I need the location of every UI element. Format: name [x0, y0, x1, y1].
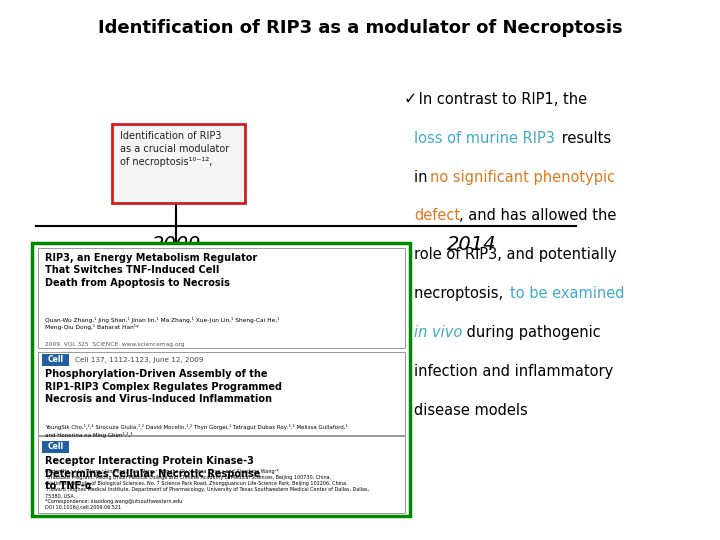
Text: Cell 137, 1112-1123, June 12, 2009: Cell 137, 1112-1123, June 12, 2009 — [75, 356, 203, 363]
Bar — [38, 436, 405, 513]
Text: Receptor Interacting Protein Kinase-3
Determines Cellular Necrotic Response
to T: Receptor Interacting Protein Kinase-3 De… — [45, 456, 261, 491]
Text: Cell: Cell — [48, 355, 63, 364]
Text: disease models: disease models — [414, 403, 528, 418]
Text: to be examined: to be examined — [510, 286, 625, 301]
Text: in: in — [414, 170, 432, 185]
Text: loss of murine RIP3: loss of murine RIP3 — [414, 131, 555, 146]
Text: no significant phenotypic: no significant phenotypic — [430, 170, 615, 185]
Text: 2009  VOL 325  SCIENCE  www.sciencemag.org: 2009 VOL 325 SCIENCE www.sciencemag.org — [45, 342, 185, 347]
Text: Identification of RIP3
as a crucial modulator
of necroptosis¹⁰⁻¹²,: Identification of RIP3 as a crucial modu… — [120, 131, 230, 167]
Text: Gudan He,¹,² Lei Wang,² Lin Miao,¹ Tao Wang,² Fomaho Ou,¹ Lioina Zhao,² and Xiao: Gudan He,¹,² Lei Wang,² Lin Miao,¹ Tao W… — [45, 469, 369, 510]
Bar — [112, 124, 245, 202]
Text: Quan-Wu Zhang,¹ Jing Shan,¹ Jinan lin,¹ Ma Zhang,¹ Xue-Jun Lin,¹ Sheng-Cai He,¹
: Quan-Wu Zhang,¹ Jing Shan,¹ Jinan lin,¹ … — [45, 317, 280, 330]
Text: defect: defect — [414, 208, 460, 224]
Text: role of RIP3, and potentially: role of RIP3, and potentially — [414, 247, 617, 262]
Text: 2009: 2009 — [152, 235, 201, 254]
Bar — [38, 248, 405, 348]
Text: in vivo: in vivo — [414, 325, 462, 340]
Bar — [42, 441, 69, 453]
Bar — [32, 243, 410, 516]
Text: Phosphorylation-Driven Assembly of the
RIP1-RIP3 Complex Regulates Programmed
Ne: Phosphorylation-Driven Assembly of the R… — [45, 369, 282, 404]
Text: ✓: ✓ — [403, 92, 417, 107]
Text: results: results — [557, 131, 611, 146]
Text: RIP3, an Energy Metabolism Regulator
That Switches TNF-Induced Cell
Death from A: RIP3, an Energy Metabolism Regulator Tha… — [45, 253, 258, 287]
Text: , and has allowed the: , and has allowed the — [459, 208, 617, 224]
Text: Identification of RIP3 as a modulator of Necroptosis: Identification of RIP3 as a modulator of… — [98, 19, 622, 37]
Text: In contrast to RIP1, the: In contrast to RIP1, the — [414, 92, 587, 107]
Bar — [38, 352, 405, 435]
Text: necroptosis,: necroptosis, — [414, 286, 508, 301]
Text: YoungSik Cho,¹,²,⁴ Sirocuza Giulia,¹,² David Mocelin,¹,² Thyn Gorgei,¹ Tatragut : YoungSik Cho,¹,²,⁴ Sirocuza Giulia,¹,² D… — [45, 424, 348, 438]
Text: during pathogenic: during pathogenic — [462, 325, 600, 340]
Bar — [42, 354, 69, 366]
Text: 2014: 2014 — [447, 235, 496, 254]
Text: infection and inflammatory: infection and inflammatory — [414, 364, 613, 379]
Text: Cell: Cell — [48, 442, 63, 451]
